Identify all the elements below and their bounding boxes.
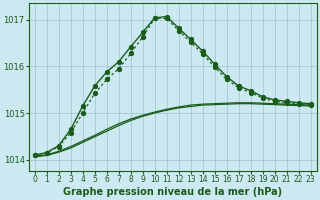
X-axis label: Graphe pression niveau de la mer (hPa): Graphe pression niveau de la mer (hPa) [63,187,282,197]
